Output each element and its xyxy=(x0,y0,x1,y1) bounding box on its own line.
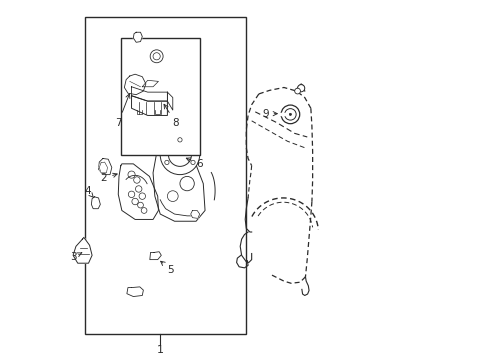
Polygon shape xyxy=(142,80,158,87)
Circle shape xyxy=(128,171,135,178)
Polygon shape xyxy=(133,32,142,42)
Text: 9: 9 xyxy=(262,109,277,119)
Polygon shape xyxy=(99,158,112,175)
Polygon shape xyxy=(167,92,172,110)
Circle shape xyxy=(178,138,182,142)
Circle shape xyxy=(297,85,304,92)
Text: 2: 2 xyxy=(101,173,117,183)
Polygon shape xyxy=(126,287,143,297)
Circle shape xyxy=(180,176,194,191)
Polygon shape xyxy=(118,164,158,220)
Circle shape xyxy=(137,202,143,208)
Polygon shape xyxy=(99,162,107,173)
Circle shape xyxy=(190,160,195,165)
Text: 3: 3 xyxy=(70,252,81,262)
Text: 1: 1 xyxy=(157,345,163,355)
Circle shape xyxy=(281,105,299,124)
Polygon shape xyxy=(124,74,145,95)
Text: 4: 4 xyxy=(84,186,93,198)
Circle shape xyxy=(141,208,147,213)
Circle shape xyxy=(164,160,169,165)
Circle shape xyxy=(294,88,300,94)
Circle shape xyxy=(128,191,135,198)
Bar xyxy=(85,17,246,334)
Circle shape xyxy=(132,198,138,205)
Circle shape xyxy=(284,109,296,120)
Bar xyxy=(121,39,199,155)
Polygon shape xyxy=(153,153,204,221)
Circle shape xyxy=(167,191,178,202)
Circle shape xyxy=(160,135,199,175)
Polygon shape xyxy=(190,211,199,219)
Text: 6: 6 xyxy=(186,158,203,169)
Polygon shape xyxy=(91,197,100,209)
Circle shape xyxy=(135,186,142,192)
Polygon shape xyxy=(131,87,167,101)
Polygon shape xyxy=(131,96,167,116)
Circle shape xyxy=(139,193,145,199)
Text: 5: 5 xyxy=(161,261,174,275)
Circle shape xyxy=(168,143,191,166)
Circle shape xyxy=(150,50,163,63)
Circle shape xyxy=(153,53,160,60)
Circle shape xyxy=(289,113,291,116)
Polygon shape xyxy=(149,252,161,260)
Polygon shape xyxy=(73,237,92,263)
Circle shape xyxy=(133,177,140,183)
Text: 8: 8 xyxy=(163,104,179,128)
Text: 7: 7 xyxy=(115,94,130,128)
